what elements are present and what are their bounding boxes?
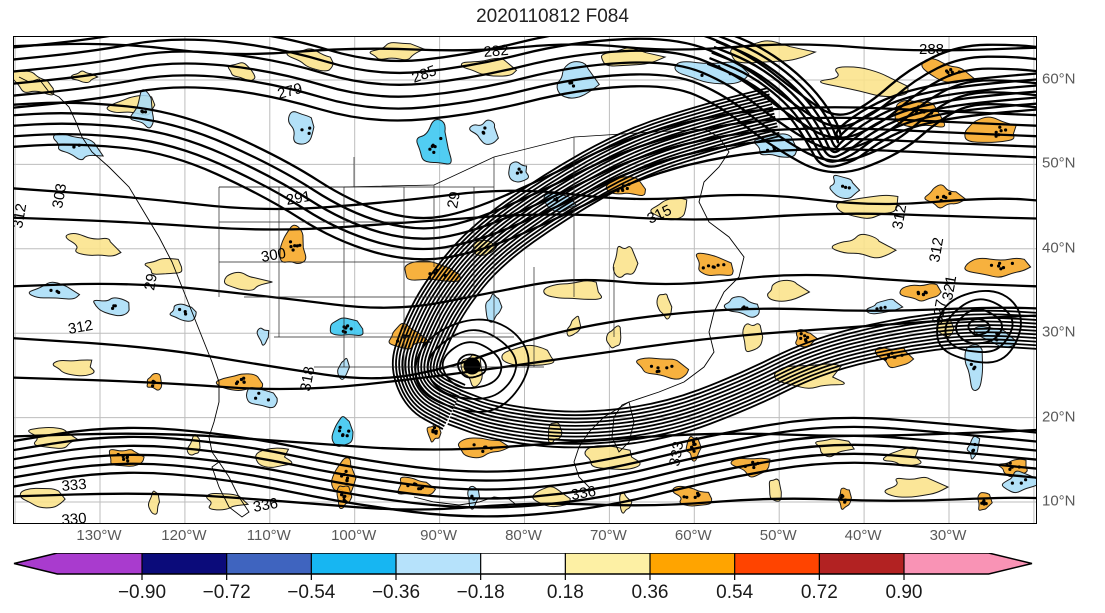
svg-text:327: 327 [929,298,950,326]
svg-text:288: 288 [919,41,944,58]
svg-text:312: 312 [889,203,910,231]
svg-text:300: 300 [260,245,288,266]
svg-text:321: 321 [939,274,960,302]
svg-text:312: 312 [67,317,95,338]
svg-text:279: 279 [276,80,305,103]
svg-text:29: 29 [141,272,161,291]
svg-text:282: 282 [483,42,509,61]
svg-text:333: 333 [666,440,687,468]
svg-text:312: 312 [14,202,30,230]
svg-text:336: 336 [252,495,280,516]
svg-text:315: 315 [645,202,675,228]
svg-text:312: 312 [926,236,947,264]
svg-text:318: 318 [297,365,318,393]
svg-text:29: 29 [444,190,464,209]
svg-text:330: 330 [61,510,87,523]
svg-text:336: 336 [570,483,598,504]
svg-text:285: 285 [410,62,439,87]
svg-text:303: 303 [49,182,70,210]
svg-text:291: 291 [285,188,313,209]
svg-text:333: 333 [61,476,87,495]
